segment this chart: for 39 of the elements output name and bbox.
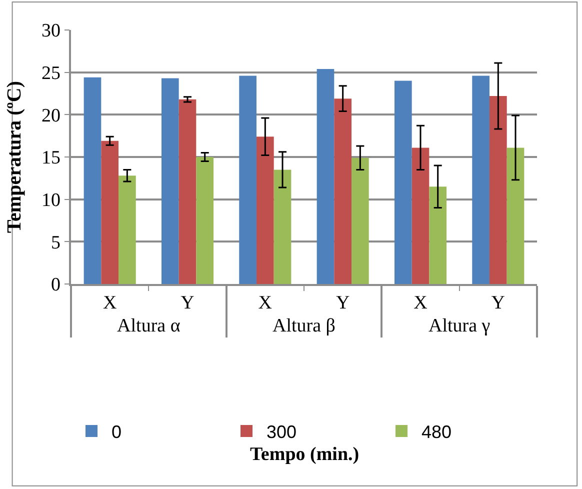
y-tick-label: 0 — [50, 274, 60, 296]
bar — [161, 78, 179, 284]
y-tick-label: 25 — [41, 62, 60, 84]
bar — [394, 80, 412, 284]
x-tick-label: X — [102, 292, 117, 314]
x-tick-label: X — [258, 292, 272, 314]
bar — [256, 136, 274, 284]
bar — [352, 158, 369, 284]
bar — [489, 96, 507, 284]
bar — [506, 148, 524, 284]
y-tick-label: 30 — [41, 20, 60, 42]
x-tick-label: Y — [491, 292, 506, 314]
bar — [84, 77, 102, 284]
text: Altura α — [117, 316, 180, 337]
bar — [316, 68, 334, 284]
y-tick-label: 10 — [41, 190, 60, 211]
bar — [429, 186, 447, 284]
y-tick-label: 5 — [50, 232, 60, 254]
legend-label: 480 — [422, 422, 452, 442]
bar — [178, 99, 196, 284]
x-tick-label: Y — [180, 292, 195, 314]
bar — [274, 170, 292, 284]
y-tick-label: 15 — [41, 148, 60, 169]
bar — [472, 76, 490, 284]
bar — [101, 140, 119, 284]
text: Altura β — [272, 316, 336, 337]
y-axis-title: Temperatura (ºC) — [3, 81, 26, 233]
legend-label: 0 — [112, 422, 122, 442]
x-tick-label: X — [414, 292, 428, 314]
bar — [196, 157, 214, 284]
y-tick-label: 20 — [41, 105, 60, 126]
bar — [239, 76, 256, 284]
x-tick-label: Y — [336, 292, 350, 314]
bar — [334, 98, 352, 284]
text: Altura γ — [428, 316, 490, 337]
text: Tempo (min.) — [250, 444, 360, 465]
legend-label: 300 — [266, 422, 297, 442]
bar — [118, 176, 136, 284]
bar — [412, 148, 430, 284]
